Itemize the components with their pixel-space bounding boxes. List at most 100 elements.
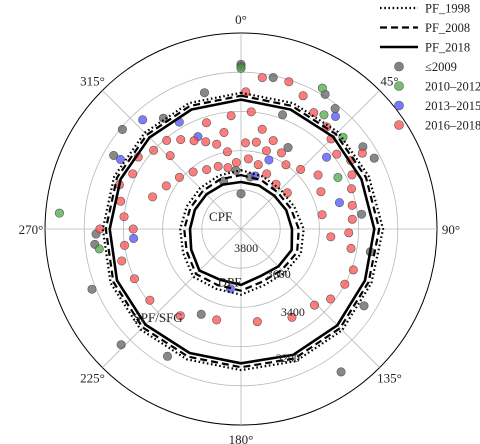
- scatter-point: [268, 136, 278, 146]
- legend: PF_1998 PF_2008 PF_2018 ≤2009 2010–2012 2013–…: [380, 2, 480, 133]
- scatter-point: [334, 198, 344, 208]
- scatter-point: [262, 169, 272, 179]
- angle-tick-label: 270°: [19, 222, 44, 237]
- scatter-point: [161, 181, 171, 191]
- scatter-point: [284, 77, 294, 87]
- scatter-point: [213, 161, 223, 171]
- scatter-point: [116, 196, 126, 206]
- scatter-point: [116, 340, 126, 350]
- scatter-point: [271, 179, 281, 189]
- zone-label: DPF: [218, 275, 242, 290]
- scatter-point: [287, 312, 297, 322]
- labels-layer: 0° 45° 90° 135° 180° 225° 270° 315° 3200 3400 3600…: [19, 12, 460, 444]
- scatter-point: [330, 104, 340, 114]
- angle-tick-label: 0°: [235, 12, 247, 27]
- scatter-point: [278, 110, 288, 120]
- scatter-point: [236, 63, 246, 73]
- angle-tick-label: 225°: [80, 370, 105, 385]
- scatter-point: [264, 155, 274, 165]
- scatter-point: [236, 189, 246, 199]
- legend-marker: [394, 120, 404, 130]
- legend-label: 2016–2018: [425, 119, 480, 133]
- angle-tick-label: 90°: [442, 222, 460, 237]
- scatter-point: [348, 265, 358, 275]
- scatter-point: [94, 244, 104, 254]
- scatter-point: [109, 151, 119, 161]
- legend-label: 2010–2012: [425, 80, 480, 94]
- scatter-point: [347, 200, 357, 210]
- scatter-point: [346, 243, 356, 253]
- scatter-point: [212, 315, 222, 325]
- angle-spoke-45: [240, 90, 380, 230]
- scatter-point: [219, 127, 229, 137]
- scatter-point: [231, 165, 241, 175]
- scatter-point: [322, 152, 332, 162]
- scatter-point: [317, 210, 327, 220]
- scatter-point: [87, 284, 97, 294]
- scatter-point: [117, 256, 127, 266]
- legend-label: PF_2008: [425, 21, 470, 35]
- scatter-point: [175, 311, 185, 321]
- scatter-point: [333, 172, 343, 182]
- angle-tick-label: 45°: [380, 74, 398, 89]
- scatter-point: [176, 135, 186, 145]
- scatter-point: [261, 146, 271, 156]
- angle-tick-label: 180°: [229, 432, 254, 444]
- scatter-point: [201, 137, 211, 147]
- scatter-point: [257, 124, 267, 134]
- scatter-point: [281, 160, 291, 170]
- legend-marker: [394, 81, 404, 91]
- scatter-point: [158, 113, 168, 123]
- radial-tick-label: 3400: [281, 305, 305, 319]
- scatter-point: [336, 367, 346, 377]
- scatter-point: [145, 295, 155, 305]
- zone-label: CPF: [209, 209, 232, 224]
- scatter-point: [95, 224, 105, 234]
- scatter-point: [310, 300, 320, 310]
- scatter-point: [330, 111, 340, 121]
- legend-marker: [394, 100, 404, 111]
- scatter-point: [149, 145, 159, 155]
- scatter-point: [243, 154, 253, 164]
- scatter-point: [226, 111, 236, 121]
- legend-label: 2013–2015: [425, 99, 480, 113]
- angle-tick-label: 135°: [377, 370, 402, 385]
- scatter-point: [344, 228, 354, 238]
- radial-tick-label: 3200: [276, 351, 300, 365]
- scatter-point: [296, 164, 306, 174]
- scatter-point: [347, 170, 357, 180]
- legend-label: PF_1998: [425, 2, 470, 16]
- scatter-point: [129, 274, 139, 284]
- legend-marker: [394, 61, 404, 72]
- scatter-point: [317, 83, 327, 93]
- scatter-point: [332, 149, 342, 159]
- scatter-point: [165, 151, 175, 161]
- scatter-point: [316, 187, 326, 197]
- radial-tick-label: 3600: [267, 267, 291, 281]
- scatter-point: [326, 294, 336, 304]
- scatter-point: [357, 148, 367, 158]
- boundary-PF_2018-inner: [188, 180, 294, 287]
- scatter-point: [313, 170, 323, 180]
- scatter-point: [189, 136, 199, 146]
- scatter-point: [222, 147, 232, 157]
- scatter-point: [231, 158, 241, 168]
- scatter-point: [188, 167, 198, 177]
- angle-tick-label: 315°: [80, 74, 105, 89]
- boundary-PF_2008-inner: [183, 174, 300, 292]
- scatter-point: [319, 110, 329, 120]
- scatter-point: [268, 73, 278, 83]
- scatter-point: [148, 192, 158, 202]
- scatter-point: [251, 137, 261, 147]
- scatter-point: [369, 153, 379, 163]
- scatter-point: [199, 88, 209, 98]
- scatter-point: [162, 135, 172, 145]
- scatter-point: [340, 279, 350, 289]
- scatter-point: [283, 143, 293, 153]
- scatter-point: [163, 351, 173, 361]
- boundaries-layer: [101, 91, 385, 372]
- scatter-point: [347, 184, 357, 194]
- scatter-point: [174, 172, 184, 182]
- scatter-point: [298, 91, 308, 101]
